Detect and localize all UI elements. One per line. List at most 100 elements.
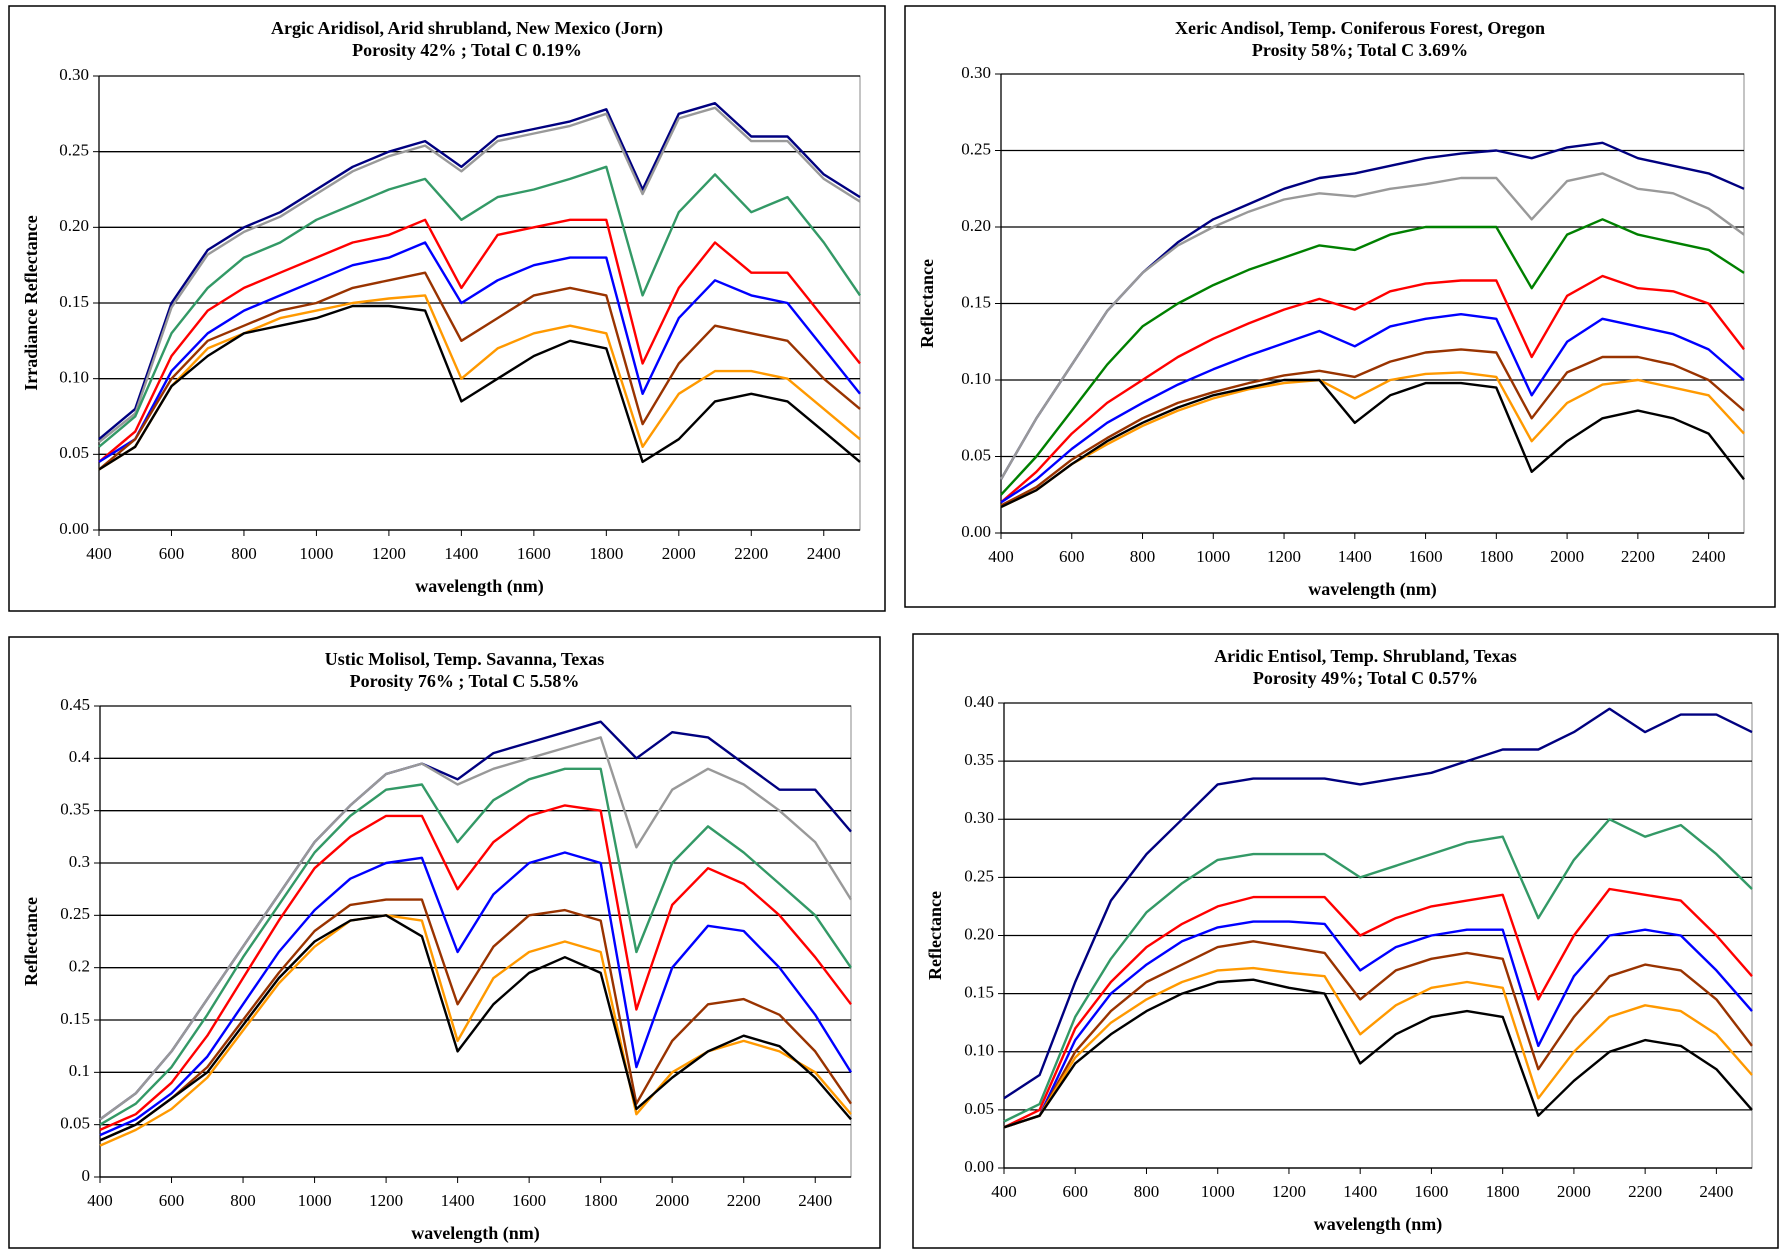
x-tick-label: 400 xyxy=(991,1182,1017,1201)
y-axis-label: Reflectance xyxy=(917,259,937,348)
panel-frame xyxy=(8,636,881,1249)
chart-subtitle: Porosity 76% ; Total C 5.58% xyxy=(350,671,580,691)
y-tick-label: 0.05 xyxy=(964,1099,994,1118)
spectrum-line xyxy=(1000,378,1745,509)
x-tick-label: 1200 xyxy=(1267,547,1301,566)
spectrum-line xyxy=(1003,818,1753,1123)
x-tick-label: 2200 xyxy=(734,544,768,563)
x-tick-label: 800 xyxy=(231,544,257,563)
x-axis-label: wavelength (nm) xyxy=(415,576,544,597)
y-tick-label: 0.20 xyxy=(59,216,89,235)
x-tick-label: 1200 xyxy=(372,544,406,563)
y-tick-label: 0.25 xyxy=(59,141,89,160)
x-tick-label: 400 xyxy=(988,547,1014,566)
chart-title: Ustic Molisol, Temp. Savanna, Texas xyxy=(325,649,605,669)
x-tick-label: 800 xyxy=(1134,1182,1160,1201)
x-tick-label: 1600 xyxy=(512,1191,546,1210)
spectrum-line xyxy=(98,304,861,471)
x-tick-label: 1600 xyxy=(1414,1182,1448,1201)
chart-subtitle: Prosity 58%; Total C 3.69% xyxy=(1252,40,1468,60)
y-tick-label: 0.35 xyxy=(60,800,90,819)
x-tick-label: 400 xyxy=(87,1191,113,1210)
y-tick-label: 0.05 xyxy=(60,1114,90,1133)
y-tick-label: 0.40 xyxy=(964,692,994,711)
y-tick-label: 0.05 xyxy=(59,443,89,462)
x-tick-label: 600 xyxy=(1062,1182,1088,1201)
x-tick-label: 2400 xyxy=(807,544,841,563)
x-tick-label: 2000 xyxy=(655,1191,689,1210)
spectrum-line xyxy=(98,102,861,441)
spectrum-line xyxy=(1000,348,1745,507)
spectrum-line xyxy=(99,736,853,1121)
y-tick-label: 0.15 xyxy=(964,983,994,1002)
spectrum-line xyxy=(98,241,861,463)
y-tick-label: 0 xyxy=(82,1166,91,1185)
x-axis-label: wavelength (nm) xyxy=(1314,1214,1443,1235)
x-tick-label: 1000 xyxy=(1196,547,1230,566)
x-tick-label: 1400 xyxy=(441,1191,475,1210)
x-tick-label: 2400 xyxy=(1692,547,1726,566)
y-axis-label: Reflectance xyxy=(21,897,41,986)
x-tick-label: 1000 xyxy=(299,544,333,563)
y-tick-label: 0.3 xyxy=(69,852,90,871)
x-tick-label: 600 xyxy=(159,1191,185,1210)
y-tick-label: 0.00 xyxy=(961,522,991,541)
x-tick-label: 2200 xyxy=(1621,547,1655,566)
spectrum-line xyxy=(1003,887,1753,1129)
spectrum-line xyxy=(1000,313,1745,504)
y-tick-label: 0.30 xyxy=(961,63,991,82)
spectrum-line xyxy=(99,914,852,1142)
spectrum-line xyxy=(99,914,852,1147)
x-tick-label: 2400 xyxy=(1699,1182,1733,1201)
spectrum-line xyxy=(99,898,852,1142)
spectrum-line xyxy=(99,767,852,1126)
y-tick-label: 0.30 xyxy=(59,65,89,84)
x-tick-label: 1000 xyxy=(1201,1182,1235,1201)
x-tick-label: 1000 xyxy=(298,1191,332,1210)
spectrum-line xyxy=(1003,966,1753,1129)
x-tick-label: 600 xyxy=(159,544,185,563)
x-tick-label: 600 xyxy=(1059,547,1085,566)
spectrum-line xyxy=(1000,218,1745,496)
spectrum-line xyxy=(1003,978,1753,1129)
spectrum-line xyxy=(98,165,861,448)
y-tick-label: 0.35 xyxy=(964,750,994,769)
panel-frame xyxy=(912,633,1779,1249)
x-axis-label: wavelength (nm) xyxy=(411,1223,540,1244)
y-tick-label: 0.20 xyxy=(961,216,991,235)
spectrum-line xyxy=(98,271,861,471)
y-tick-label: 0.10 xyxy=(59,368,89,387)
spectrum-line xyxy=(99,851,853,1137)
spectrum-line xyxy=(98,106,861,444)
y-tick-label: 0.00 xyxy=(964,1157,994,1176)
panel-frame xyxy=(8,5,886,612)
x-tick-label: 1600 xyxy=(1409,547,1443,566)
y-tick-label: 0.30 xyxy=(964,808,994,827)
y-tick-label: 0.10 xyxy=(964,1041,994,1060)
spectrum-line xyxy=(1000,371,1745,509)
chart-subtitle: Porosity 49%; Total C 0.57% xyxy=(1253,668,1478,688)
x-tick-label: 2000 xyxy=(1550,547,1584,566)
spectrum-line xyxy=(999,172,1745,481)
x-tick-label: 2000 xyxy=(662,544,696,563)
spectrum-line xyxy=(99,804,852,1131)
y-tick-label: 0.05 xyxy=(961,445,991,464)
y-tick-label: 0.2 xyxy=(69,957,90,976)
x-tick-label: 1400 xyxy=(444,544,478,563)
x-tick-label: 1200 xyxy=(1272,1182,1306,1201)
spectrum-line xyxy=(1000,274,1745,504)
chart-title: Aridic Entisol, Temp. Shrubland, Texas xyxy=(1214,646,1517,666)
y-tick-label: 0.25 xyxy=(964,866,994,885)
x-tick-label: 2000 xyxy=(1557,1182,1591,1201)
spectrum-line xyxy=(1003,707,1753,1100)
x-tick-label: 1800 xyxy=(589,544,623,563)
spectrum-line xyxy=(98,294,861,471)
x-tick-label: 1400 xyxy=(1338,547,1372,566)
x-tick-label: 1200 xyxy=(369,1191,403,1210)
y-tick-label: 0.15 xyxy=(60,1009,90,1028)
y-tick-label: 0.45 xyxy=(60,695,90,714)
spectrum-line xyxy=(1003,920,1753,1129)
x-tick-label: 800 xyxy=(1130,547,1156,566)
chart-title: Argic Aridisol, Arid shrubland, New Mexi… xyxy=(271,18,663,39)
